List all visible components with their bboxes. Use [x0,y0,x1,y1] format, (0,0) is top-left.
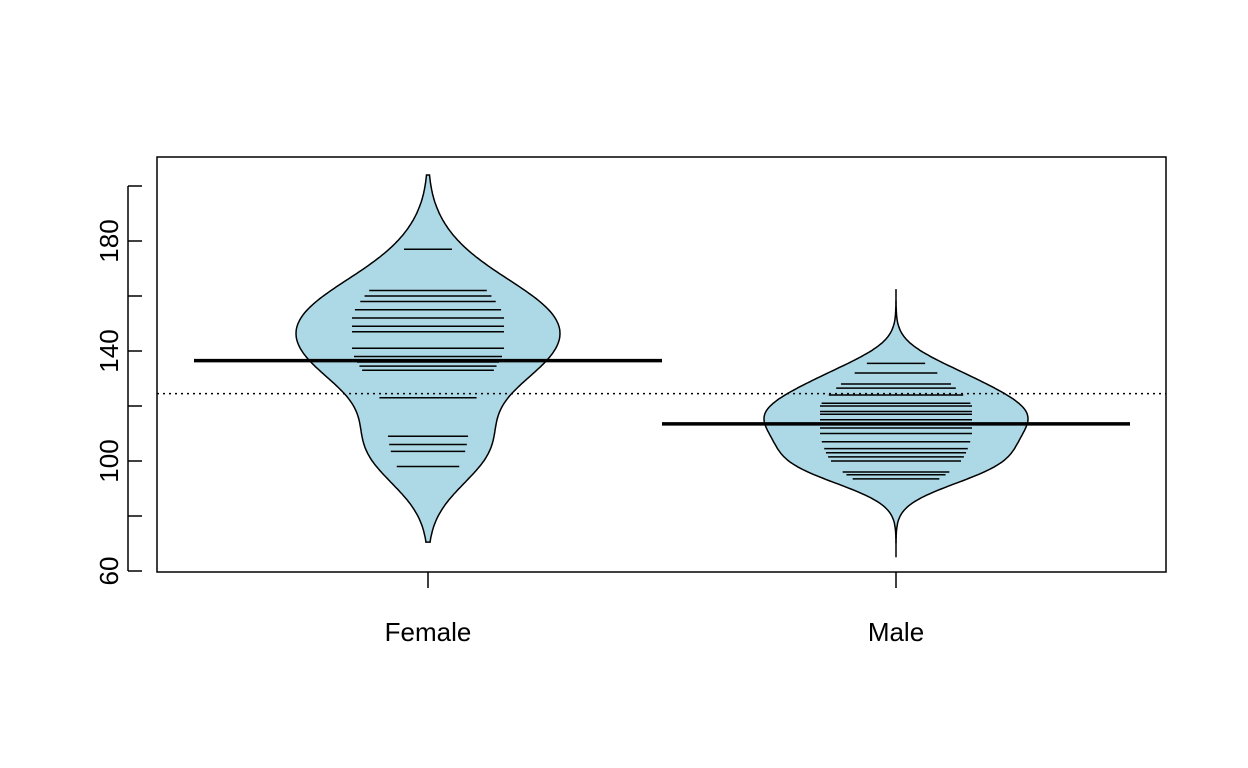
y-tick-label: 180 [94,219,124,262]
y-tick-label: 140 [94,329,124,372]
plot-frame [156,156,1167,573]
x-category-label: Male [868,617,924,647]
y-axis: 60 100 140 180 [94,185,142,586]
x-axis: Female Male [385,572,924,647]
x-category-label: Female [385,617,472,647]
beans-layer [194,174,1130,558]
bean-female [295,174,561,543]
y-tick-label: 60 [94,557,124,586]
y-tick-label: 100 [94,439,124,482]
